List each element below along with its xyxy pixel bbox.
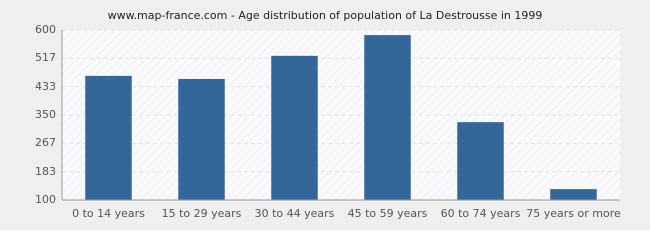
y-tick-label: 433 <box>35 80 56 93</box>
bar <box>364 35 411 200</box>
bar <box>457 122 504 200</box>
plot-area <box>62 30 620 200</box>
y-tick-label: 350 <box>35 108 56 121</box>
chart: www.map-france.com - Age distribution of… <box>0 0 650 230</box>
bar <box>550 189 597 200</box>
y-tick-label: 100 <box>35 193 56 206</box>
y-tick-label: 517 <box>35 51 56 64</box>
y-tick-label: 267 <box>35 136 56 149</box>
chart-title: www.map-france.com - Age distribution of… <box>108 9 543 22</box>
x-tick-label: 75 years or more <box>526 207 621 220</box>
x-tick-label: 0 to 14 years <box>72 207 145 220</box>
x-tick-label: 45 to 59 years <box>348 207 428 220</box>
x-tick-label: 60 to 74 years <box>441 207 521 220</box>
x-tick-label: 15 to 29 years <box>162 207 242 220</box>
y-tick-label: 600 <box>35 23 56 36</box>
bar <box>85 75 132 200</box>
y-tick-label: 183 <box>35 165 56 178</box>
bar <box>178 78 225 200</box>
bar <box>271 55 318 201</box>
x-tick-label: 30 to 44 years <box>255 207 335 220</box>
